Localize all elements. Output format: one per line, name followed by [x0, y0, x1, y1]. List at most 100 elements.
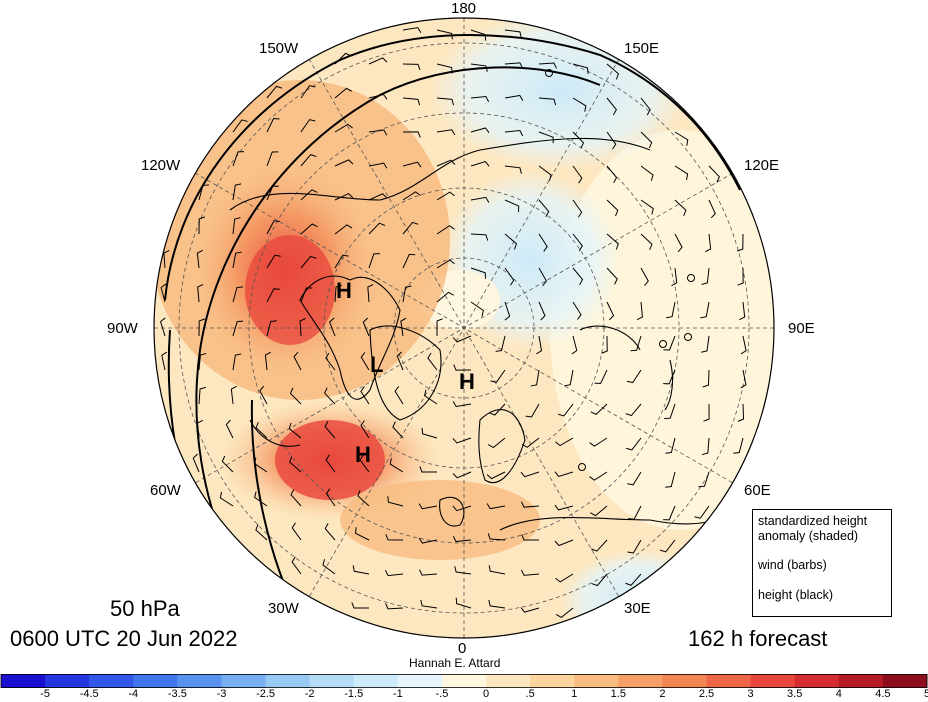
colorbar-tick-label: -.5 — [435, 688, 449, 700]
wind-barb — [357, 490, 370, 507]
colorbar-tick-label: -3.5 — [167, 688, 187, 700]
wind-barb — [255, 421, 268, 439]
wind-barb — [368, 253, 380, 269]
wind-barb — [554, 471, 574, 477]
wind-barb — [701, 335, 710, 353]
colorbar-bin — [662, 674, 708, 688]
colorbar-bin — [750, 674, 796, 688]
wind-barb — [626, 369, 642, 384]
wind-barb — [293, 351, 302, 371]
graticule — [154, 18, 774, 638]
wind-barb — [627, 539, 642, 554]
wind-barb — [486, 503, 506, 510]
wind-barb — [470, 233, 489, 241]
legend-box: standardized height anomaly (shaded) win… — [752, 509, 892, 617]
wind-barb — [360, 420, 370, 439]
colorbar-bin — [882, 674, 928, 688]
wind-barb — [368, 57, 388, 65]
legend-barbs: wind (barbs) — [758, 558, 827, 572]
meridian-label-120w: 120W — [141, 157, 181, 174]
wind-barb — [196, 419, 204, 439]
wind-barb — [436, 225, 455, 235]
wind-barb — [521, 437, 540, 448]
colorbar-bin — [265, 674, 311, 688]
wind-barb — [452, 535, 472, 543]
wind-barb — [572, 267, 584, 286]
wind-barb — [708, 165, 720, 183]
wind-barb — [572, 165, 583, 184]
wind-barb — [701, 267, 710, 285]
colorbar-tick-label: 4 — [835, 688, 842, 700]
wind-barb — [640, 267, 649, 287]
wind-barb — [737, 403, 745, 422]
wind-barb — [232, 183, 242, 201]
wind-barb — [232, 353, 242, 371]
wind-barb — [452, 335, 472, 343]
wind-barb — [334, 254, 349, 269]
wind-barb — [324, 523, 336, 541]
meridian-label-60w: 60W — [150, 482, 181, 499]
pressure-level-label: 50 hPa — [110, 596, 180, 621]
wind-barb — [232, 119, 248, 133]
wind-barb — [300, 85, 316, 99]
wind-barb — [520, 569, 540, 576]
wind-barb — [402, 27, 422, 34]
wind-barb — [402, 63, 421, 71]
meridian-label-180: 180 — [451, 0, 477, 17]
high-pressure-center-1: H — [336, 278, 352, 303]
wind-barb — [266, 320, 277, 337]
colorbar-tick-label: 2 — [659, 688, 666, 700]
wind-barb — [360, 352, 370, 371]
wind-barb — [266, 254, 281, 269]
wind-barb — [254, 457, 268, 473]
colorbar-bin — [530, 674, 575, 688]
wind-barb — [418, 537, 438, 544]
wind-barb — [436, 291, 454, 303]
wind-barb — [572, 199, 583, 218]
wind-barb — [452, 505, 472, 512]
wind-barb — [352, 565, 370, 575]
colorbar-frame — [0, 674, 928, 688]
wind-barb — [300, 189, 318, 201]
wind-barb — [470, 127, 490, 134]
wind-barb — [490, 369, 506, 383]
wind-barb — [594, 369, 608, 385]
wind-barb — [705, 233, 712, 253]
colorbar-bin — [441, 674, 487, 688]
station-markers — [545, 69, 695, 471]
wind-barb — [589, 471, 608, 481]
meridian-label-30w: 30W — [268, 600, 299, 617]
wind-barb — [452, 437, 472, 444]
wind-barb — [739, 301, 746, 321]
wind-barb — [470, 301, 484, 317]
wind-barb — [694, 505, 710, 519]
wind-barb — [606, 301, 615, 321]
wind-barb — [290, 489, 302, 507]
wind-barb — [606, 97, 617, 116]
wind-barb — [659, 539, 676, 553]
colorbar-tick-label: -5 — [40, 688, 50, 700]
wind-barb — [400, 317, 407, 337]
wind-barb — [387, 496, 404, 507]
wind-barb — [555, 607, 574, 619]
wind-barb — [394, 386, 404, 405]
wind-barb — [470, 29, 487, 41]
wind-barb — [452, 471, 472, 479]
meridian-label-30e: 30E — [624, 600, 651, 617]
wind-barb — [737, 233, 744, 252]
wind-barb — [300, 154, 317, 167]
wind-barb — [606, 131, 617, 150]
wind-barb — [436, 318, 443, 337]
wind-barb — [325, 488, 336, 507]
wind-barb — [554, 504, 574, 511]
wind-barb — [266, 220, 281, 235]
wind-barb — [334, 123, 353, 133]
wind-barb — [291, 522, 302, 541]
wind-barb — [266, 288, 280, 303]
wind-barb — [572, 63, 589, 74]
wind-barb — [538, 301, 546, 321]
colorbar-bin — [133, 674, 178, 688]
wind-barb — [360, 386, 370, 405]
wind-barb — [420, 599, 438, 609]
wind-barb — [266, 117, 280, 133]
